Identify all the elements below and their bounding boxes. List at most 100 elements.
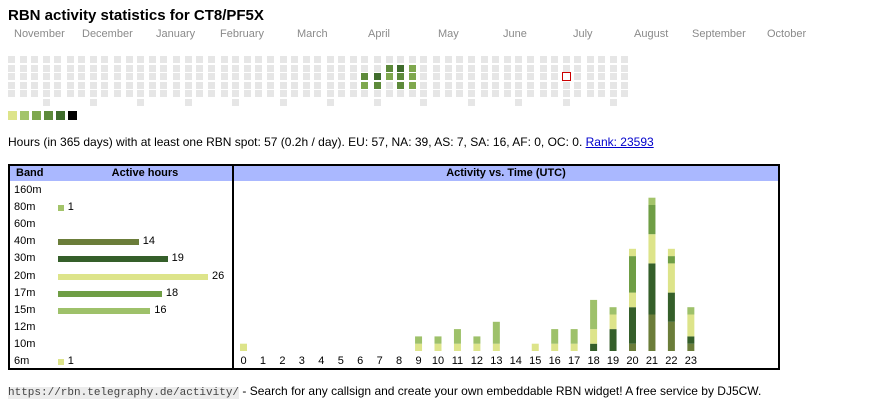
chart-x-tick-label: 4 bbox=[318, 355, 325, 367]
calendar-day bbox=[586, 64, 594, 72]
calendar-day bbox=[89, 98, 97, 106]
calendar-day bbox=[374, 64, 382, 72]
calendar-day bbox=[54, 56, 61, 63]
calendar-day bbox=[232, 64, 240, 72]
calendar-day bbox=[184, 81, 192, 89]
calendar-day bbox=[302, 81, 310, 89]
calendar-day bbox=[433, 90, 441, 97]
band-bar bbox=[58, 205, 64, 212]
calendar-day bbox=[137, 98, 145, 106]
chart-bar-segment bbox=[609, 314, 617, 330]
calendar-day bbox=[101, 73, 109, 80]
calendar-day bbox=[562, 64, 570, 72]
calendar-day bbox=[279, 81, 287, 89]
calendar-day bbox=[220, 81, 228, 89]
footer-url[interactable]: https://rbn.telegraphy.de/activity/ bbox=[8, 387, 240, 399]
calendar-day bbox=[31, 81, 38, 89]
calendar-day bbox=[420, 64, 428, 72]
calendar-day bbox=[515, 73, 523, 80]
calendar-day bbox=[196, 64, 204, 72]
calendar-day bbox=[338, 90, 346, 97]
calendar-day bbox=[302, 64, 310, 72]
chart-bar-segment bbox=[648, 205, 656, 235]
month-label: April bbox=[368, 28, 391, 40]
month-label: March bbox=[297, 28, 328, 40]
chart-bar-segment bbox=[629, 307, 636, 344]
calendar-day bbox=[385, 90, 393, 97]
calendar-day bbox=[54, 64, 61, 72]
calendar-day bbox=[526, 81, 534, 89]
chart-bar-segment bbox=[648, 263, 656, 315]
calendar-day bbox=[492, 64, 500, 72]
calendar-day bbox=[8, 56, 15, 63]
calendar-day bbox=[173, 90, 181, 97]
calendar-day bbox=[526, 90, 534, 97]
chart-bar-segment bbox=[667, 248, 675, 257]
calendar-day bbox=[255, 56, 263, 63]
calendar-day bbox=[255, 73, 263, 80]
chart-bar-segment bbox=[531, 343, 539, 351]
calendar-day bbox=[621, 56, 629, 63]
footer: https://rbn.telegraphy.de/activity/ - Se… bbox=[8, 384, 761, 399]
legend-swatch bbox=[56, 111, 65, 120]
chart-bar-segment bbox=[629, 343, 636, 351]
calendar-day bbox=[255, 64, 263, 72]
calendar-day bbox=[160, 90, 168, 97]
activity-chart: Activity vs. Time (UTC) 0 1 2 3 4 5 6 7 8 9 10 11 12… bbox=[232, 164, 780, 370]
calendar-day bbox=[78, 56, 86, 63]
band-hours-value: 19 bbox=[171, 252, 184, 265]
calendar-day bbox=[374, 81, 382, 89]
calendar-day bbox=[266, 56, 274, 63]
calendar-day bbox=[89, 90, 97, 97]
calendar-day bbox=[408, 90, 416, 97]
chart-bar-segment bbox=[629, 248, 636, 257]
chart-x-tick-label: 12 bbox=[470, 355, 484, 367]
calendar-day bbox=[574, 73, 581, 80]
calendar-day bbox=[255, 81, 263, 89]
chart-bar-segment bbox=[667, 321, 675, 351]
calendar-day bbox=[220, 56, 228, 63]
calendar-day bbox=[89, 81, 97, 89]
calendar-day bbox=[207, 56, 215, 63]
calendar-day bbox=[196, 81, 204, 89]
calendar-day bbox=[562, 98, 570, 106]
calendar-day bbox=[42, 56, 50, 63]
band-hours-value: 1 bbox=[67, 201, 74, 214]
calendar-day bbox=[279, 98, 287, 106]
chart-x-tick-label: 14 bbox=[509, 355, 522, 367]
legend-swatch bbox=[44, 111, 53, 120]
calendar-day bbox=[78, 90, 86, 97]
calendar-day bbox=[551, 56, 558, 63]
calendar-day bbox=[408, 64, 416, 72]
calendar-day bbox=[19, 81, 27, 89]
calendar-day bbox=[503, 64, 511, 72]
calendar-day bbox=[515, 64, 523, 72]
calendar-day bbox=[586, 81, 594, 89]
summary-line: Hours (in 365 days) with at least one RB… bbox=[8, 135, 654, 149]
calendar-day bbox=[526, 73, 534, 80]
chart-bar-segment bbox=[473, 336, 481, 344]
calendar-day bbox=[207, 90, 215, 97]
calendar-day bbox=[609, 56, 617, 63]
calendar-day bbox=[361, 73, 369, 80]
calendar-day bbox=[397, 90, 405, 97]
calendar-day bbox=[444, 81, 452, 89]
calendar-day bbox=[374, 73, 382, 80]
month-label: August bbox=[634, 28, 669, 40]
rank-link[interactable]: Rank: 23593 bbox=[585, 135, 654, 149]
calendar-day bbox=[408, 73, 416, 80]
calendar-day bbox=[291, 56, 298, 63]
calendar-day bbox=[349, 56, 357, 63]
calendar-day bbox=[515, 90, 523, 97]
calendar-day bbox=[101, 90, 109, 97]
band-label: 20m bbox=[14, 269, 36, 282]
chart-x-tick-label: 21 bbox=[645, 355, 659, 367]
calendar-day bbox=[562, 56, 570, 63]
calendar-day bbox=[467, 98, 475, 106]
calendar-day bbox=[480, 73, 488, 80]
calendar-day bbox=[456, 81, 464, 89]
calendar-day bbox=[114, 81, 122, 89]
calendar-day bbox=[291, 73, 298, 80]
calendar-day bbox=[397, 73, 405, 80]
calendar-day bbox=[302, 56, 310, 63]
